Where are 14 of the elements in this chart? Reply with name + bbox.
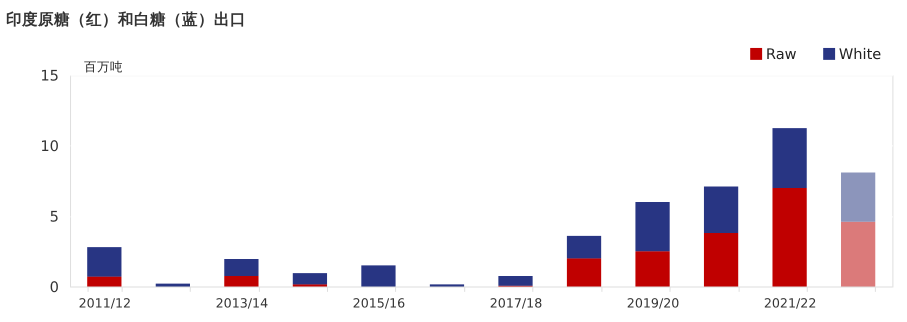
x-tick-label: 2017/18 bbox=[490, 295, 542, 310]
y-tick-label: 5 bbox=[50, 208, 59, 226]
chart-title: 印度原糖（红）和白糖（蓝）出口 bbox=[6, 10, 246, 29]
legend-label: Raw bbox=[766, 46, 797, 63]
legend-label: White bbox=[838, 46, 882, 63]
y-tick-label: 10 bbox=[40, 138, 59, 156]
x-tick-label: 2013/14 bbox=[216, 295, 268, 310]
y-tick-label: 15 bbox=[40, 68, 59, 85]
x-tick-label: 2021/22 bbox=[764, 295, 816, 310]
x-tick-label: 2011/12 bbox=[78, 295, 132, 310]
x-tick-label: 2019/20 bbox=[626, 295, 680, 310]
y-axis-title: 百万吨 bbox=[84, 58, 124, 74]
y-tick-label: 0 bbox=[50, 278, 59, 296]
x-tick-label: 2015/16 bbox=[352, 295, 406, 310]
